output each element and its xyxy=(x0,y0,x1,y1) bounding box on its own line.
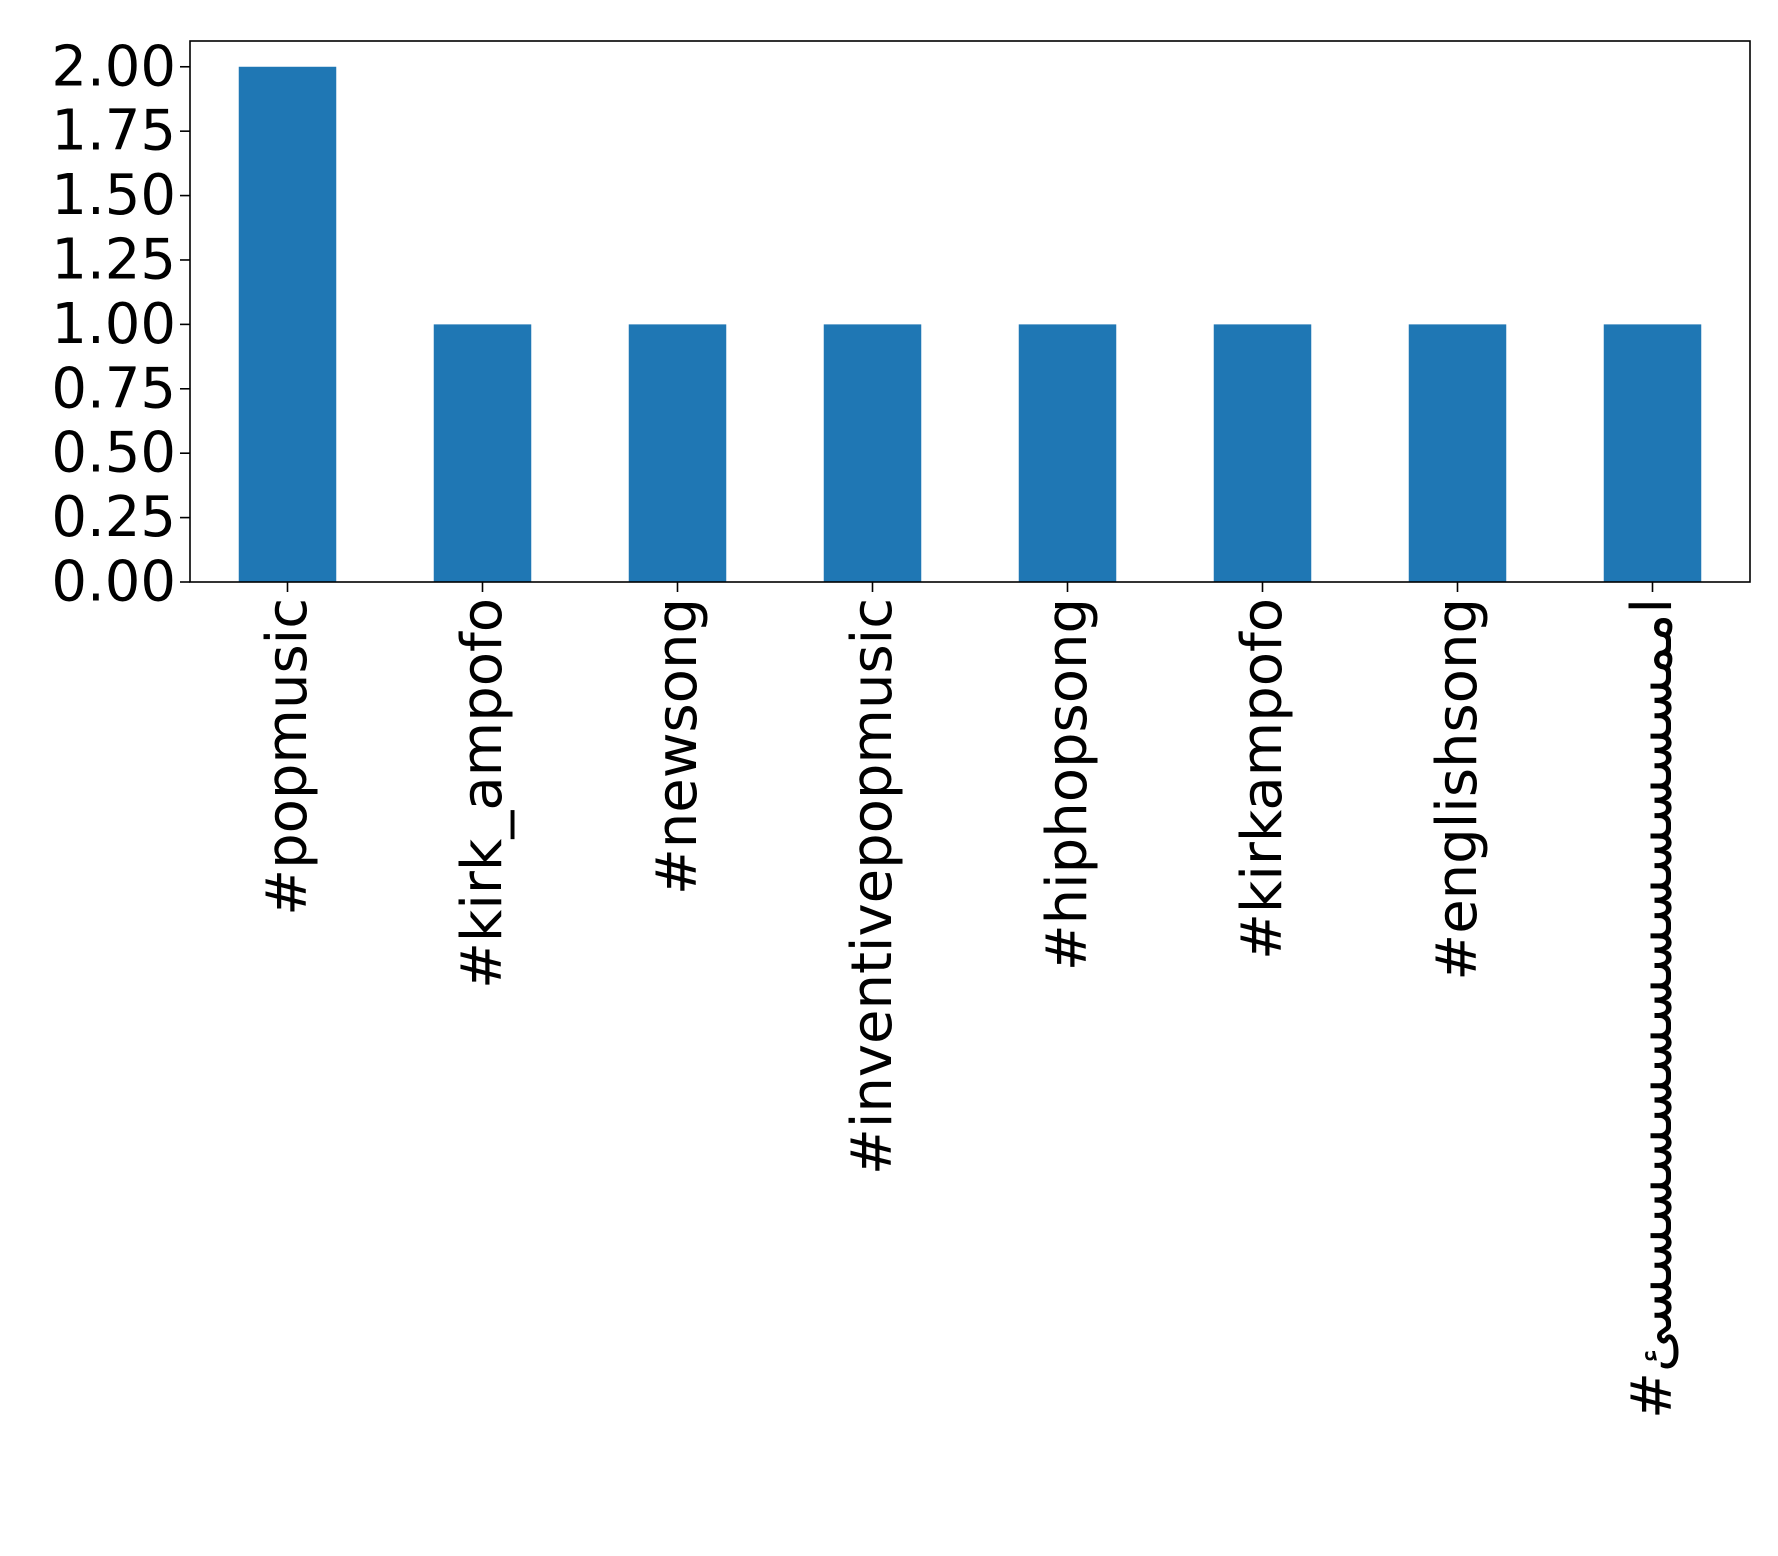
bar-2 xyxy=(628,324,727,582)
y-tick-label-3: 0.75 xyxy=(51,356,176,421)
x-tick-label-1: #kirk_ampofo xyxy=(450,598,515,989)
x-tick-label-4: #hiphopsong xyxy=(1035,598,1100,971)
x-tick-label-7: #اممسسسسسسسسسسسسسئ xyxy=(1620,598,1685,1419)
y-tick-label-2: 0.50 xyxy=(51,421,176,486)
bar-0 xyxy=(238,66,337,582)
y-axis: 0.000.250.500.751.001.251.501.752.00 xyxy=(51,34,190,615)
x-tick-label-2: #newsong xyxy=(645,598,710,895)
bars-layer xyxy=(238,66,1702,582)
x-tick-label-3: #inventivepopmusic xyxy=(840,598,905,1175)
y-tick-label-6: 1.50 xyxy=(51,163,176,228)
y-tick-label-1: 0.25 xyxy=(51,485,176,550)
y-tick-label-8: 2.00 xyxy=(51,34,176,99)
bar-7 xyxy=(1603,324,1702,582)
x-axis: #popmusic #kirk_ampofo #newsong #inventivep… xyxy=(255,582,1685,1419)
bar-5 xyxy=(1213,324,1312,582)
bar-4 xyxy=(1018,324,1117,582)
plot-frame xyxy=(189,40,1751,583)
x-tick-label-6: #englishsong xyxy=(1425,598,1490,981)
bar-6 xyxy=(1408,324,1507,582)
y-tick-label-0: 0.00 xyxy=(51,550,176,615)
y-tick-label-5: 1.25 xyxy=(51,227,176,292)
y-tick-label-4: 1.00 xyxy=(51,292,176,357)
y-tick-label-7: 1.75 xyxy=(51,99,176,164)
x-tick-label-5: #kirkampofo xyxy=(1230,598,1295,960)
bar-1 xyxy=(433,324,532,582)
x-tick-label-0: #popmusic xyxy=(255,598,320,916)
bar-3 xyxy=(823,324,922,582)
